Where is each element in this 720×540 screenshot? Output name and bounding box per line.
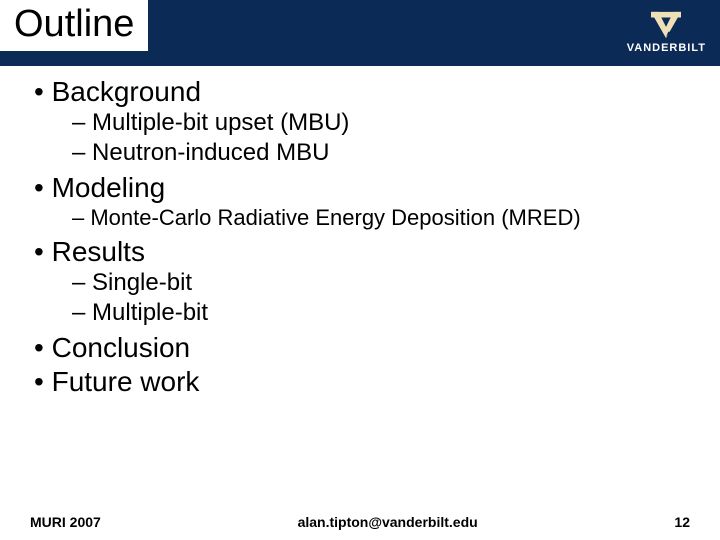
outline-sublist: Monte-Carlo Radiative Energy Deposition … xyxy=(72,204,700,232)
outline-sublabel: Multiple-bit upset (MBU) xyxy=(92,109,349,136)
footer: MURI 2007 alan.tipton@vanderbilt.edu 12 xyxy=(0,514,720,530)
vanderbilt-logo: VANDERBILT xyxy=(627,10,706,54)
outline-list: Background Multiple-bit upset (MBU) Neut… xyxy=(34,76,700,398)
outline-label: Background xyxy=(52,76,201,107)
outline-sublabel: Single-bit xyxy=(92,269,192,296)
vanderbilt-wordmark: VANDERBILT xyxy=(627,42,706,54)
slide-title-wrap: Outline xyxy=(0,0,148,51)
outline-subitem: Single-bit xyxy=(72,268,700,298)
outline-subitem: Multiple-bit xyxy=(72,298,700,328)
outline-item: Future work xyxy=(34,366,700,398)
outline-subitem: Monte-Carlo Radiative Energy Deposition … xyxy=(72,204,700,232)
footer-center: alan.tipton@vanderbilt.edu xyxy=(298,514,478,530)
outline-subitem: Neutron-induced MBU xyxy=(72,138,700,168)
outline-item: Results Single-bit Multiple-bit xyxy=(34,236,700,328)
outline-sublabel: Neutron-induced MBU xyxy=(92,139,329,166)
slide: Outline VANDERBILT Background Multiple-b… xyxy=(0,0,720,540)
outline-label: Future work xyxy=(52,366,200,397)
outline-sublist: Multiple-bit upset (MBU) Neutron-induced… xyxy=(72,108,700,168)
outline-subitem: Multiple-bit upset (MBU) xyxy=(72,108,700,138)
outline-sublabel: Multiple-bit xyxy=(92,299,208,326)
footer-right: 12 xyxy=(674,514,690,530)
outline-label: Results xyxy=(52,236,145,267)
outline-label: Conclusion xyxy=(52,332,191,363)
slide-title: Outline xyxy=(14,3,134,46)
outline-item: Conclusion xyxy=(34,332,700,364)
outline-content: Background Multiple-bit upset (MBU) Neut… xyxy=(0,66,720,540)
outline-sublabel: Monte-Carlo Radiative Energy Deposition … xyxy=(90,205,580,230)
outline-label: Modeling xyxy=(52,172,166,203)
vanderbilt-shield-icon xyxy=(647,10,685,40)
outline-item: Modeling Monte-Carlo Radiative Energy De… xyxy=(34,172,700,232)
outline-sublist: Single-bit Multiple-bit xyxy=(72,268,700,328)
outline-item: Background Multiple-bit upset (MBU) Neut… xyxy=(34,76,700,168)
footer-left: MURI 2007 xyxy=(30,514,101,530)
title-bar: Outline VANDERBILT xyxy=(0,0,720,66)
